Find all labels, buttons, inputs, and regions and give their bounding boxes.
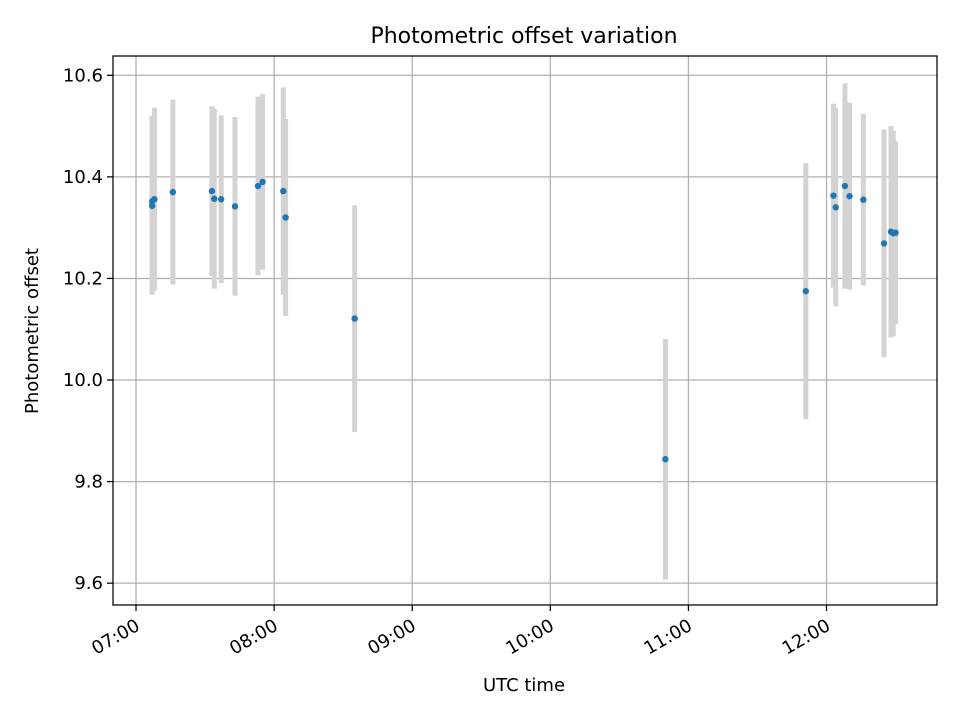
x-tick-label: 07:00: [88, 615, 143, 659]
data-point: [892, 229, 899, 236]
y-tick-label: 9.8: [74, 472, 103, 493]
y-tick-label: 9.6: [74, 573, 103, 594]
data-point: [846, 192, 853, 200]
data-point: [217, 196, 225, 203]
data-point: [802, 287, 810, 295]
chart-title: Photometric offset variation: [370, 24, 677, 49]
data-point: [169, 188, 177, 196]
data-point: [841, 182, 849, 190]
x-axis-ticks: 07:00 08:00 09:00 10:00 11:00 12:00: [88, 605, 834, 659]
data-point: [860, 196, 867, 203]
data-point: [208, 187, 216, 195]
data-point: [259, 178, 266, 186]
x-tick-label: 10:00: [502, 615, 557, 659]
x-axis-label: UTC time: [483, 675, 565, 696]
data-point: [830, 192, 837, 199]
y-tick-label: 10.4: [63, 167, 103, 188]
error-bars: [149, 83, 899, 580]
y-tick-label: 10.2: [63, 268, 103, 289]
data-point: [211, 195, 218, 202]
data-point: [880, 240, 888, 247]
data-point: [231, 203, 239, 210]
y-tick-label: 10.0: [63, 370, 103, 391]
data-point: [254, 182, 262, 190]
y-axis-label: Photometric offset: [22, 248, 43, 414]
data-point: [282, 214, 289, 221]
data-points: [148, 178, 899, 463]
data-point: [148, 202, 156, 210]
y-axis-ticks: 9.6 9.8 10.0 10.2 10.4 10.6: [63, 65, 113, 594]
grid-lines: [113, 56, 937, 605]
data-point: [351, 315, 358, 322]
data-point: [151, 196, 158, 203]
x-tick-label: 08:00: [226, 615, 281, 659]
x-tick-label: 12:00: [779, 615, 834, 659]
y-tick-label: 10.6: [63, 65, 103, 86]
data-point: [280, 187, 287, 195]
plot-frame: [112, 55, 938, 606]
x-tick-label: 09:00: [364, 615, 419, 659]
data-point: [662, 456, 669, 463]
data-point: [832, 204, 839, 211]
x-tick-label: 11:00: [640, 615, 695, 659]
